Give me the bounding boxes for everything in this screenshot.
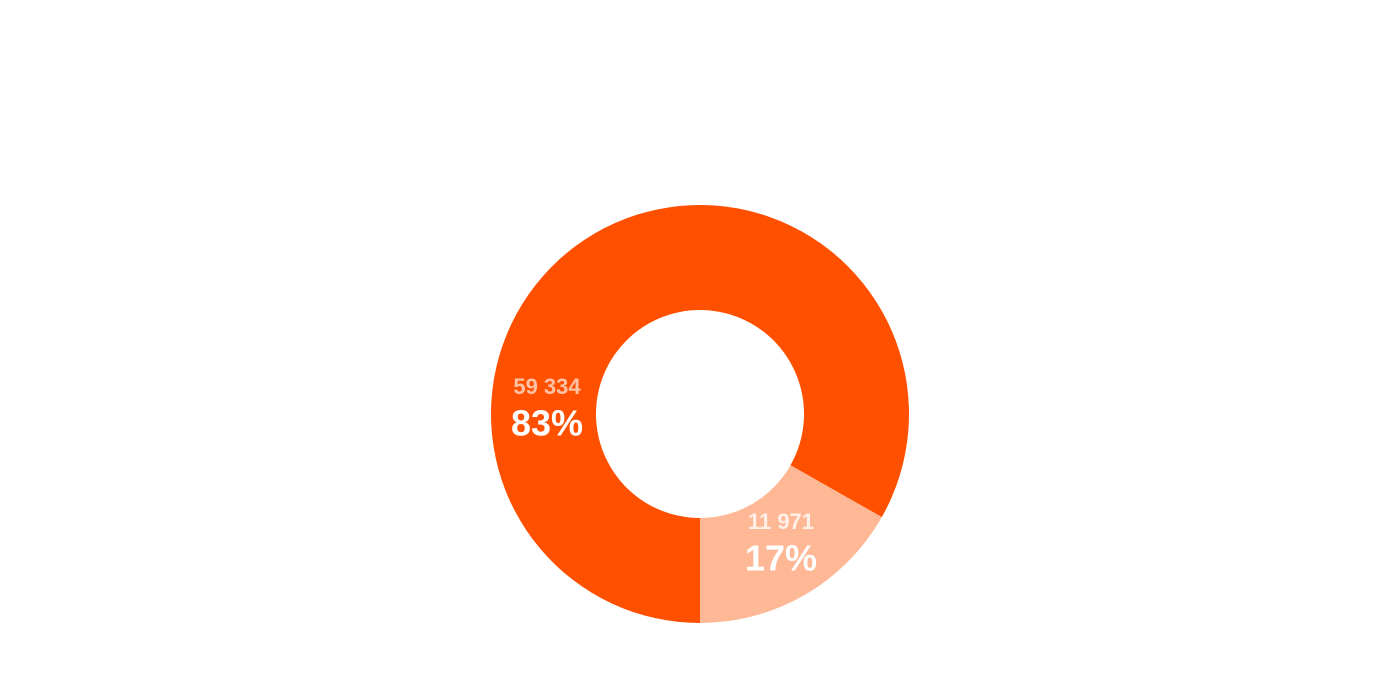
value-label: 59 334 (513, 374, 581, 399)
donut-segment (491, 204, 909, 623)
value-label: 11 971 (748, 509, 814, 534)
donut-segment (700, 465, 882, 623)
percent-label: 83% (511, 403, 583, 444)
percent-label: 17% (745, 538, 817, 579)
